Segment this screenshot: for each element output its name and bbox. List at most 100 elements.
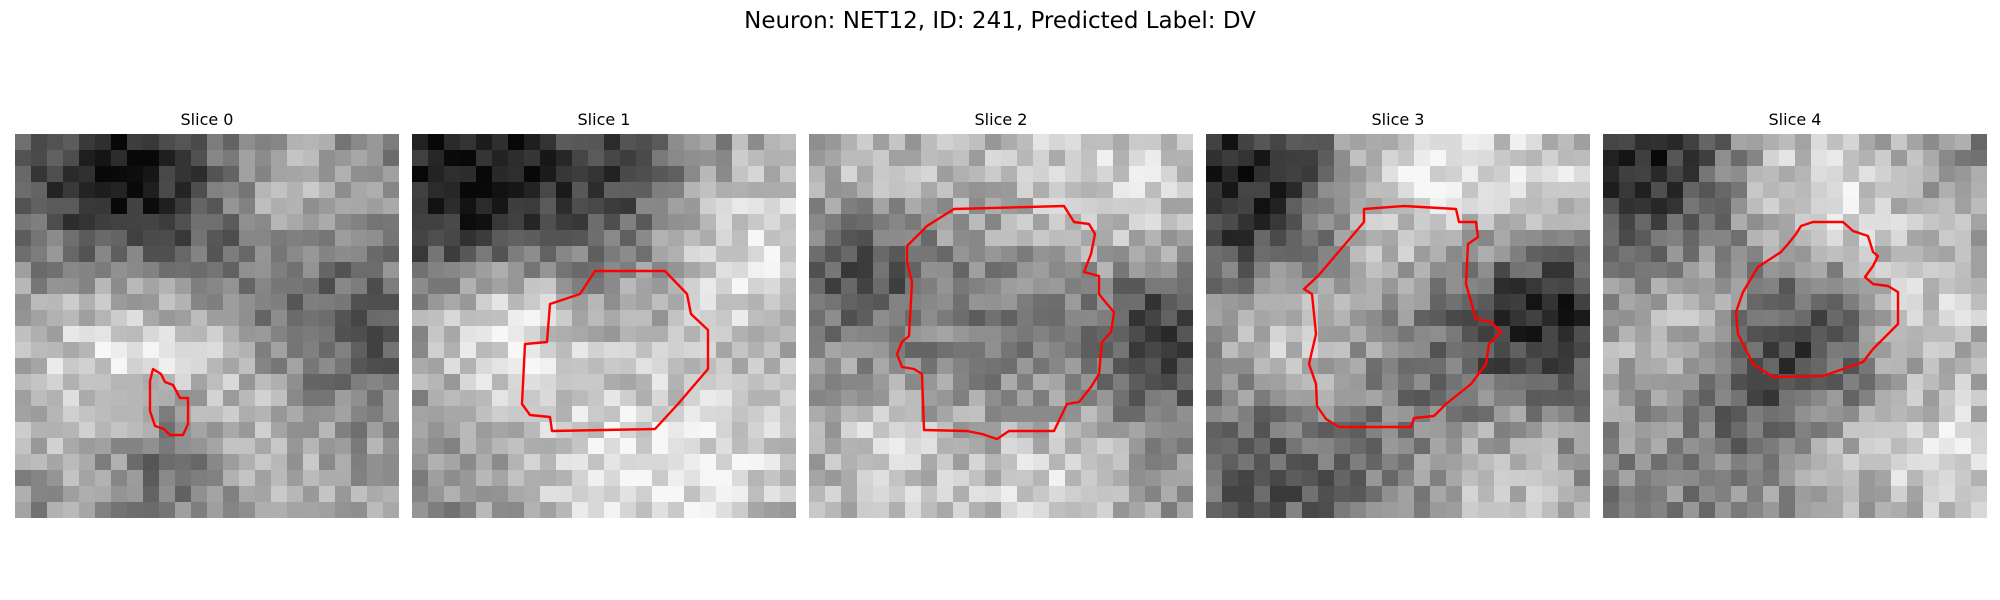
image-pixel bbox=[383, 182, 399, 199]
image-pixel bbox=[748, 182, 765, 199]
image-pixel bbox=[1763, 198, 1780, 215]
image-pixel bbox=[255, 262, 272, 279]
image-pixel bbox=[524, 310, 541, 327]
image-pixel bbox=[47, 374, 64, 391]
image-pixel bbox=[921, 406, 938, 423]
image-pixel bbox=[271, 470, 288, 487]
image-pixel bbox=[873, 470, 890, 487]
image-pixel bbox=[383, 454, 399, 471]
image-pixel bbox=[1049, 230, 1066, 247]
image-pixel bbox=[841, 406, 858, 423]
image-pixel bbox=[1635, 438, 1652, 455]
image-pixel bbox=[969, 246, 986, 263]
image-pixel bbox=[1382, 390, 1399, 407]
image-pixel bbox=[732, 134, 749, 151]
image-pixel bbox=[620, 326, 637, 343]
image-pixel bbox=[764, 374, 781, 391]
image-pixel bbox=[1286, 278, 1303, 295]
image-pixel bbox=[508, 374, 525, 391]
image-pixel bbox=[1955, 262, 1972, 279]
image-pixel bbox=[47, 198, 64, 215]
image-pixel bbox=[1971, 374, 1987, 391]
image-pixel bbox=[1254, 246, 1271, 263]
image-pixel bbox=[1129, 262, 1146, 279]
image-pixel bbox=[1667, 342, 1684, 359]
image-pixel bbox=[460, 134, 477, 151]
image-pixel bbox=[1859, 342, 1876, 359]
image-pixel bbox=[1270, 310, 1287, 327]
image-pixel bbox=[1510, 342, 1527, 359]
image-pixel bbox=[556, 166, 573, 183]
image-pixel bbox=[412, 326, 429, 343]
image-pixel bbox=[383, 198, 399, 215]
image-pixel bbox=[1286, 406, 1303, 423]
microscopy-pixels bbox=[15, 134, 399, 518]
image-pixel bbox=[1795, 374, 1812, 391]
image-pixel bbox=[460, 502, 477, 518]
image-pixel bbox=[1795, 438, 1812, 455]
image-pixel bbox=[444, 310, 461, 327]
image-pixel bbox=[1763, 422, 1780, 439]
image-pixel bbox=[1414, 406, 1431, 423]
image-pixel bbox=[1619, 470, 1636, 487]
image-pixel bbox=[1574, 262, 1590, 279]
image-pixel bbox=[1526, 438, 1543, 455]
image-pixel bbox=[255, 438, 272, 455]
image-pixel bbox=[953, 470, 970, 487]
image-pixel bbox=[572, 166, 589, 183]
image-pixel bbox=[588, 230, 605, 247]
image-pixel bbox=[1574, 342, 1590, 359]
image-pixel bbox=[1177, 438, 1193, 455]
image-pixel bbox=[1414, 486, 1431, 503]
image-pixel bbox=[809, 294, 826, 311]
image-pixel bbox=[428, 406, 445, 423]
image-pixel bbox=[1731, 438, 1748, 455]
image-pixel bbox=[1859, 134, 1876, 151]
image-pixel bbox=[175, 470, 192, 487]
image-pixel bbox=[1001, 278, 1018, 295]
image-pixel bbox=[780, 438, 796, 455]
image-pixel bbox=[1699, 470, 1716, 487]
image-pixel bbox=[1715, 246, 1732, 263]
image-pixel bbox=[1891, 342, 1908, 359]
image-pixel bbox=[319, 438, 336, 455]
image-pixel bbox=[191, 390, 208, 407]
image-pixel bbox=[1891, 262, 1908, 279]
image-pixel bbox=[1542, 198, 1559, 215]
image-pixel bbox=[748, 374, 765, 391]
image-pixel bbox=[1827, 422, 1844, 439]
image-pixel bbox=[1955, 358, 1972, 375]
image-pixel bbox=[700, 214, 717, 231]
image-pixel bbox=[1318, 470, 1335, 487]
image-pixel bbox=[1065, 262, 1082, 279]
image-pixel bbox=[1286, 214, 1303, 231]
image-pixel bbox=[716, 278, 733, 295]
image-pixel bbox=[732, 262, 749, 279]
image-pixel bbox=[1206, 214, 1223, 231]
image-pixel bbox=[809, 326, 826, 343]
image-pixel bbox=[1494, 486, 1511, 503]
image-pixel bbox=[1033, 454, 1050, 471]
image-pixel bbox=[700, 262, 717, 279]
image-pixel bbox=[1715, 486, 1732, 503]
image-pixel bbox=[1510, 454, 1527, 471]
image-pixel bbox=[31, 470, 48, 487]
image-pixel bbox=[15, 262, 32, 279]
image-pixel bbox=[1049, 262, 1066, 279]
image-pixel bbox=[1462, 166, 1479, 183]
image-pixel bbox=[684, 470, 701, 487]
image-pixel bbox=[1113, 358, 1130, 375]
image-pixel bbox=[1651, 182, 1668, 199]
image-pixel bbox=[604, 246, 621, 263]
image-pixel bbox=[1238, 294, 1255, 311]
image-pixel bbox=[636, 342, 653, 359]
image-pixel bbox=[1827, 390, 1844, 407]
image-pixel bbox=[953, 454, 970, 471]
image-pixel bbox=[1494, 166, 1511, 183]
image-pixel bbox=[1382, 502, 1399, 518]
image-pixel bbox=[1635, 214, 1652, 231]
image-pixel bbox=[809, 262, 826, 279]
image-pixel bbox=[351, 358, 368, 375]
image-pixel bbox=[873, 166, 890, 183]
image-pixel bbox=[111, 470, 128, 487]
